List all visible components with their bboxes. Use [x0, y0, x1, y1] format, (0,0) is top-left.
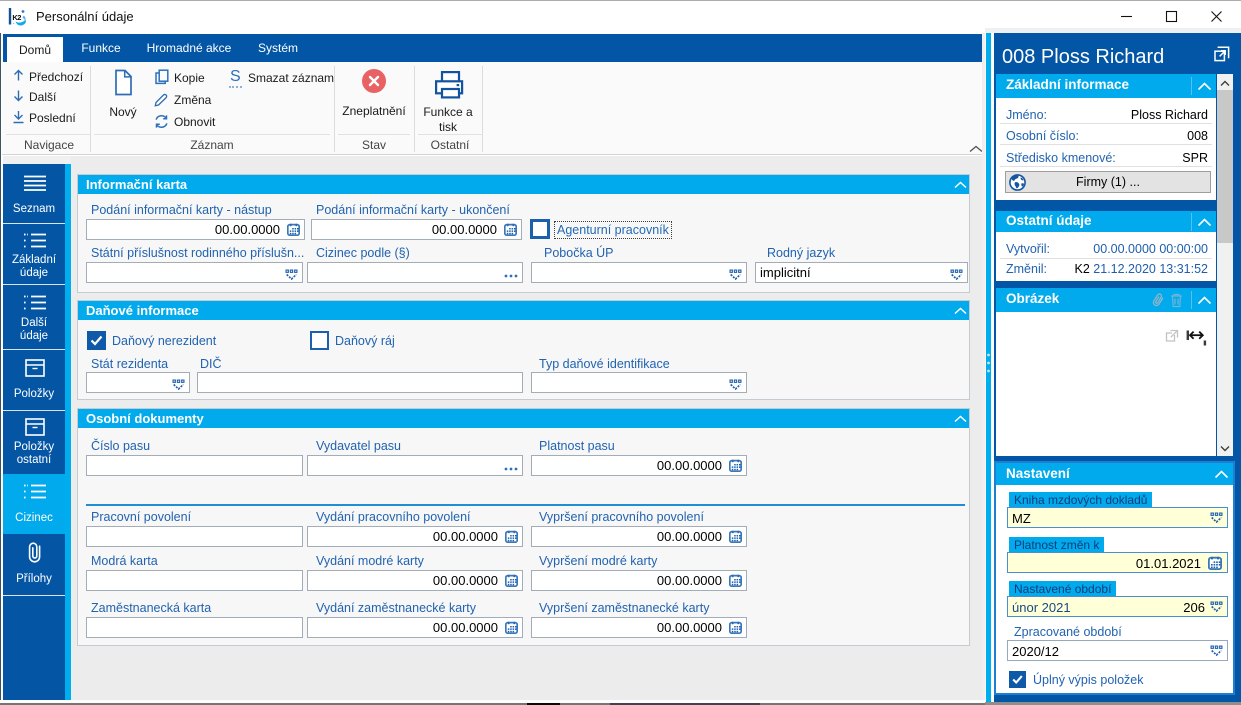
svg-text:K2: K2	[12, 13, 21, 22]
